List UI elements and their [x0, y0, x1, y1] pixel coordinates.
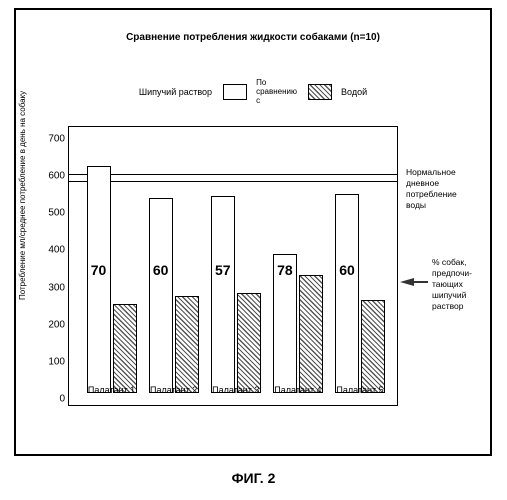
y-tick: 100 [39, 356, 65, 367]
y-tick: 500 [39, 208, 65, 219]
plot-area: 010020030040050060070070Палатант 160Пала… [69, 133, 397, 393]
pct-label: 60 [339, 262, 355, 278]
pct-label: 78 [277, 262, 293, 278]
y-tick: 600 [39, 171, 65, 182]
legend-swatch-series1 [223, 84, 247, 100]
y-tick: 400 [39, 245, 65, 256]
bar-series1 [335, 194, 359, 393]
arrow-icon [400, 278, 414, 286]
arrow-line [414, 281, 428, 283]
bar-series2 [299, 275, 323, 393]
legend-series1-label: Шипучий раствор [139, 87, 212, 97]
x-label: Палатант 4 [274, 385, 321, 395]
pct-label: 70 [91, 262, 107, 278]
note-baseline: Нормальное дневное потребление воды [406, 167, 457, 211]
y-tick: 200 [39, 319, 65, 330]
chart-frame: 010020030040050060070070Палатант 160Пала… [68, 126, 398, 406]
legend-mid: По сравнению с [256, 78, 297, 105]
chart-title: Сравнение потребления жидкости собаками … [16, 32, 490, 43]
x-label: Палатант 3 [212, 385, 259, 395]
pct-label: 57 [215, 262, 231, 278]
bar-series1 [87, 166, 111, 393]
bar-series1 [149, 198, 173, 393]
y-tick: 0 [39, 394, 65, 405]
x-label: Палатант 5 [336, 385, 383, 395]
y-tick: 700 [39, 134, 65, 145]
bar-series2 [237, 293, 261, 393]
bar-series2 [175, 296, 199, 393]
legend: Шипучий раствор По сравнению с Водой [16, 78, 490, 105]
x-label: Палатант 1 [88, 385, 135, 395]
y-axis-label: Потребление мл/среднее потребление в ден… [18, 91, 27, 300]
legend-series2-label: Водой [341, 87, 367, 97]
bar-series2 [113, 304, 137, 393]
y-tick: 300 [39, 282, 65, 293]
note-pct: % собак, предпочи- тающих шипучий раство… [432, 257, 472, 312]
bar-series1 [211, 196, 235, 393]
x-label: Палатант 2 [150, 385, 197, 395]
pct-label: 60 [153, 262, 169, 278]
legend-swatch-series2 [308, 84, 332, 100]
outer-frame: Сравнение потребления жидкости собаками … [14, 8, 492, 456]
bar-series2 [361, 300, 385, 393]
baseline-band [69, 174, 397, 182]
figure-caption: ФИГ. 2 [0, 470, 507, 486]
